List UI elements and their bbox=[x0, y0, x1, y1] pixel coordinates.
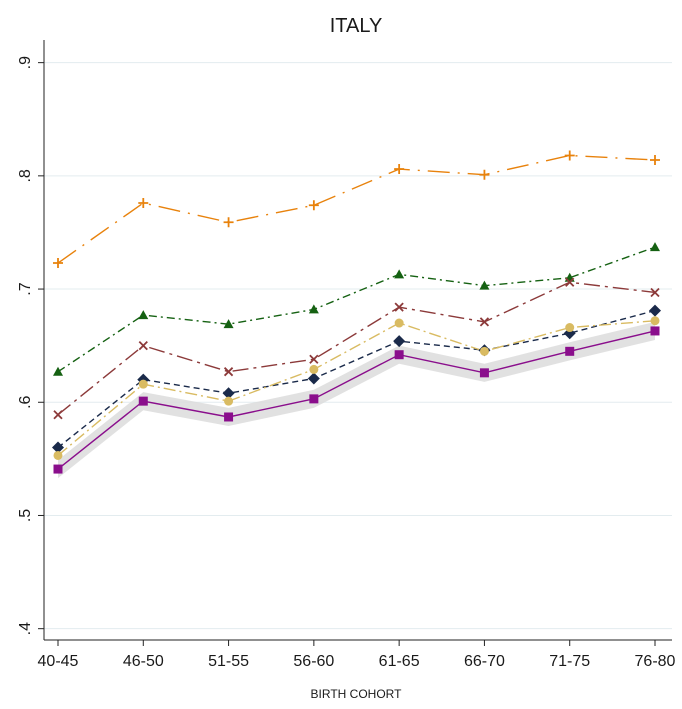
data-point bbox=[650, 287, 660, 298]
x-tick-label: 61-65 bbox=[379, 653, 420, 670]
x-tick-label: 56-60 bbox=[293, 653, 334, 670]
data-point bbox=[53, 464, 63, 474]
x-axis-label: BIRTH COHORT bbox=[311, 687, 403, 701]
data-point bbox=[309, 364, 319, 374]
y-tick-label: .6 bbox=[17, 395, 34, 408]
data-point bbox=[53, 258, 63, 269]
data-point bbox=[223, 217, 234, 228]
data-point bbox=[53, 450, 63, 460]
data-point bbox=[308, 304, 319, 314]
confidence-band bbox=[58, 321, 655, 479]
y-axis: .4 .5 .6 .7 .8 .9 bbox=[17, 40, 45, 640]
data-point bbox=[564, 150, 575, 161]
data-point bbox=[222, 387, 235, 400]
data-point bbox=[138, 379, 148, 389]
x-tick-label: 76-80 bbox=[635, 653, 676, 670]
x-tick-label: 40-45 bbox=[38, 653, 79, 670]
x-tick-label: 71-75 bbox=[549, 653, 590, 670]
x-tick-label: 66-70 bbox=[464, 653, 505, 670]
data-point bbox=[650, 155, 660, 165]
data-point bbox=[53, 366, 63, 376]
data-point bbox=[224, 412, 234, 422]
data-point bbox=[223, 319, 234, 329]
data-point bbox=[479, 280, 490, 290]
series-lines bbox=[57, 154, 656, 470]
data-point bbox=[53, 410, 63, 420]
data-point bbox=[138, 310, 149, 320]
series-markers bbox=[52, 150, 661, 474]
data-point bbox=[650, 242, 660, 252]
data-point bbox=[479, 346, 489, 356]
y-tick-label: .8 bbox=[17, 169, 34, 182]
data-point bbox=[479, 169, 490, 180]
confidence-band-area bbox=[58, 321, 655, 479]
data-point bbox=[224, 396, 234, 406]
data-point bbox=[564, 272, 575, 282]
y-tick-label: .5 bbox=[17, 509, 34, 522]
data-point bbox=[479, 317, 490, 327]
y-tick-label: .7 bbox=[17, 282, 34, 295]
data-point bbox=[565, 323, 575, 333]
data-point bbox=[394, 269, 405, 279]
data-point bbox=[565, 346, 575, 356]
y-tick-label: .4 bbox=[17, 622, 34, 635]
data-point bbox=[138, 198, 149, 209]
x-tick-label: 51-55 bbox=[208, 653, 249, 670]
data-point bbox=[650, 316, 660, 326]
data-point bbox=[394, 318, 404, 328]
data-point bbox=[394, 164, 405, 175]
data-point bbox=[479, 368, 489, 378]
x-axis: 40-45 46-50 51-55 56-60 61-65 66-70 71-75 76-80 bbox=[38, 639, 676, 670]
data-point bbox=[394, 350, 404, 360]
data-point bbox=[223, 367, 234, 377]
x-tick-label: 46-50 bbox=[123, 653, 164, 670]
data-point bbox=[394, 302, 404, 312]
series-line bbox=[57, 320, 656, 457]
data-point bbox=[138, 396, 148, 406]
data-point bbox=[307, 372, 320, 385]
y-tick-label: .9 bbox=[17, 56, 34, 69]
data-point bbox=[393, 335, 406, 348]
data-point bbox=[649, 304, 661, 317]
data-point bbox=[52, 441, 64, 454]
data-point bbox=[138, 341, 148, 351]
data-point bbox=[565, 277, 575, 287]
data-point bbox=[650, 326, 660, 336]
series-line bbox=[57, 309, 656, 449]
chart-title: ITALY bbox=[330, 15, 383, 37]
series-line bbox=[57, 281, 656, 416]
data-point bbox=[308, 200, 319, 211]
series-line bbox=[57, 154, 656, 264]
data-point bbox=[309, 394, 319, 404]
series-line bbox=[57, 330, 656, 470]
series-line bbox=[57, 246, 656, 373]
data-point bbox=[309, 354, 319, 364]
